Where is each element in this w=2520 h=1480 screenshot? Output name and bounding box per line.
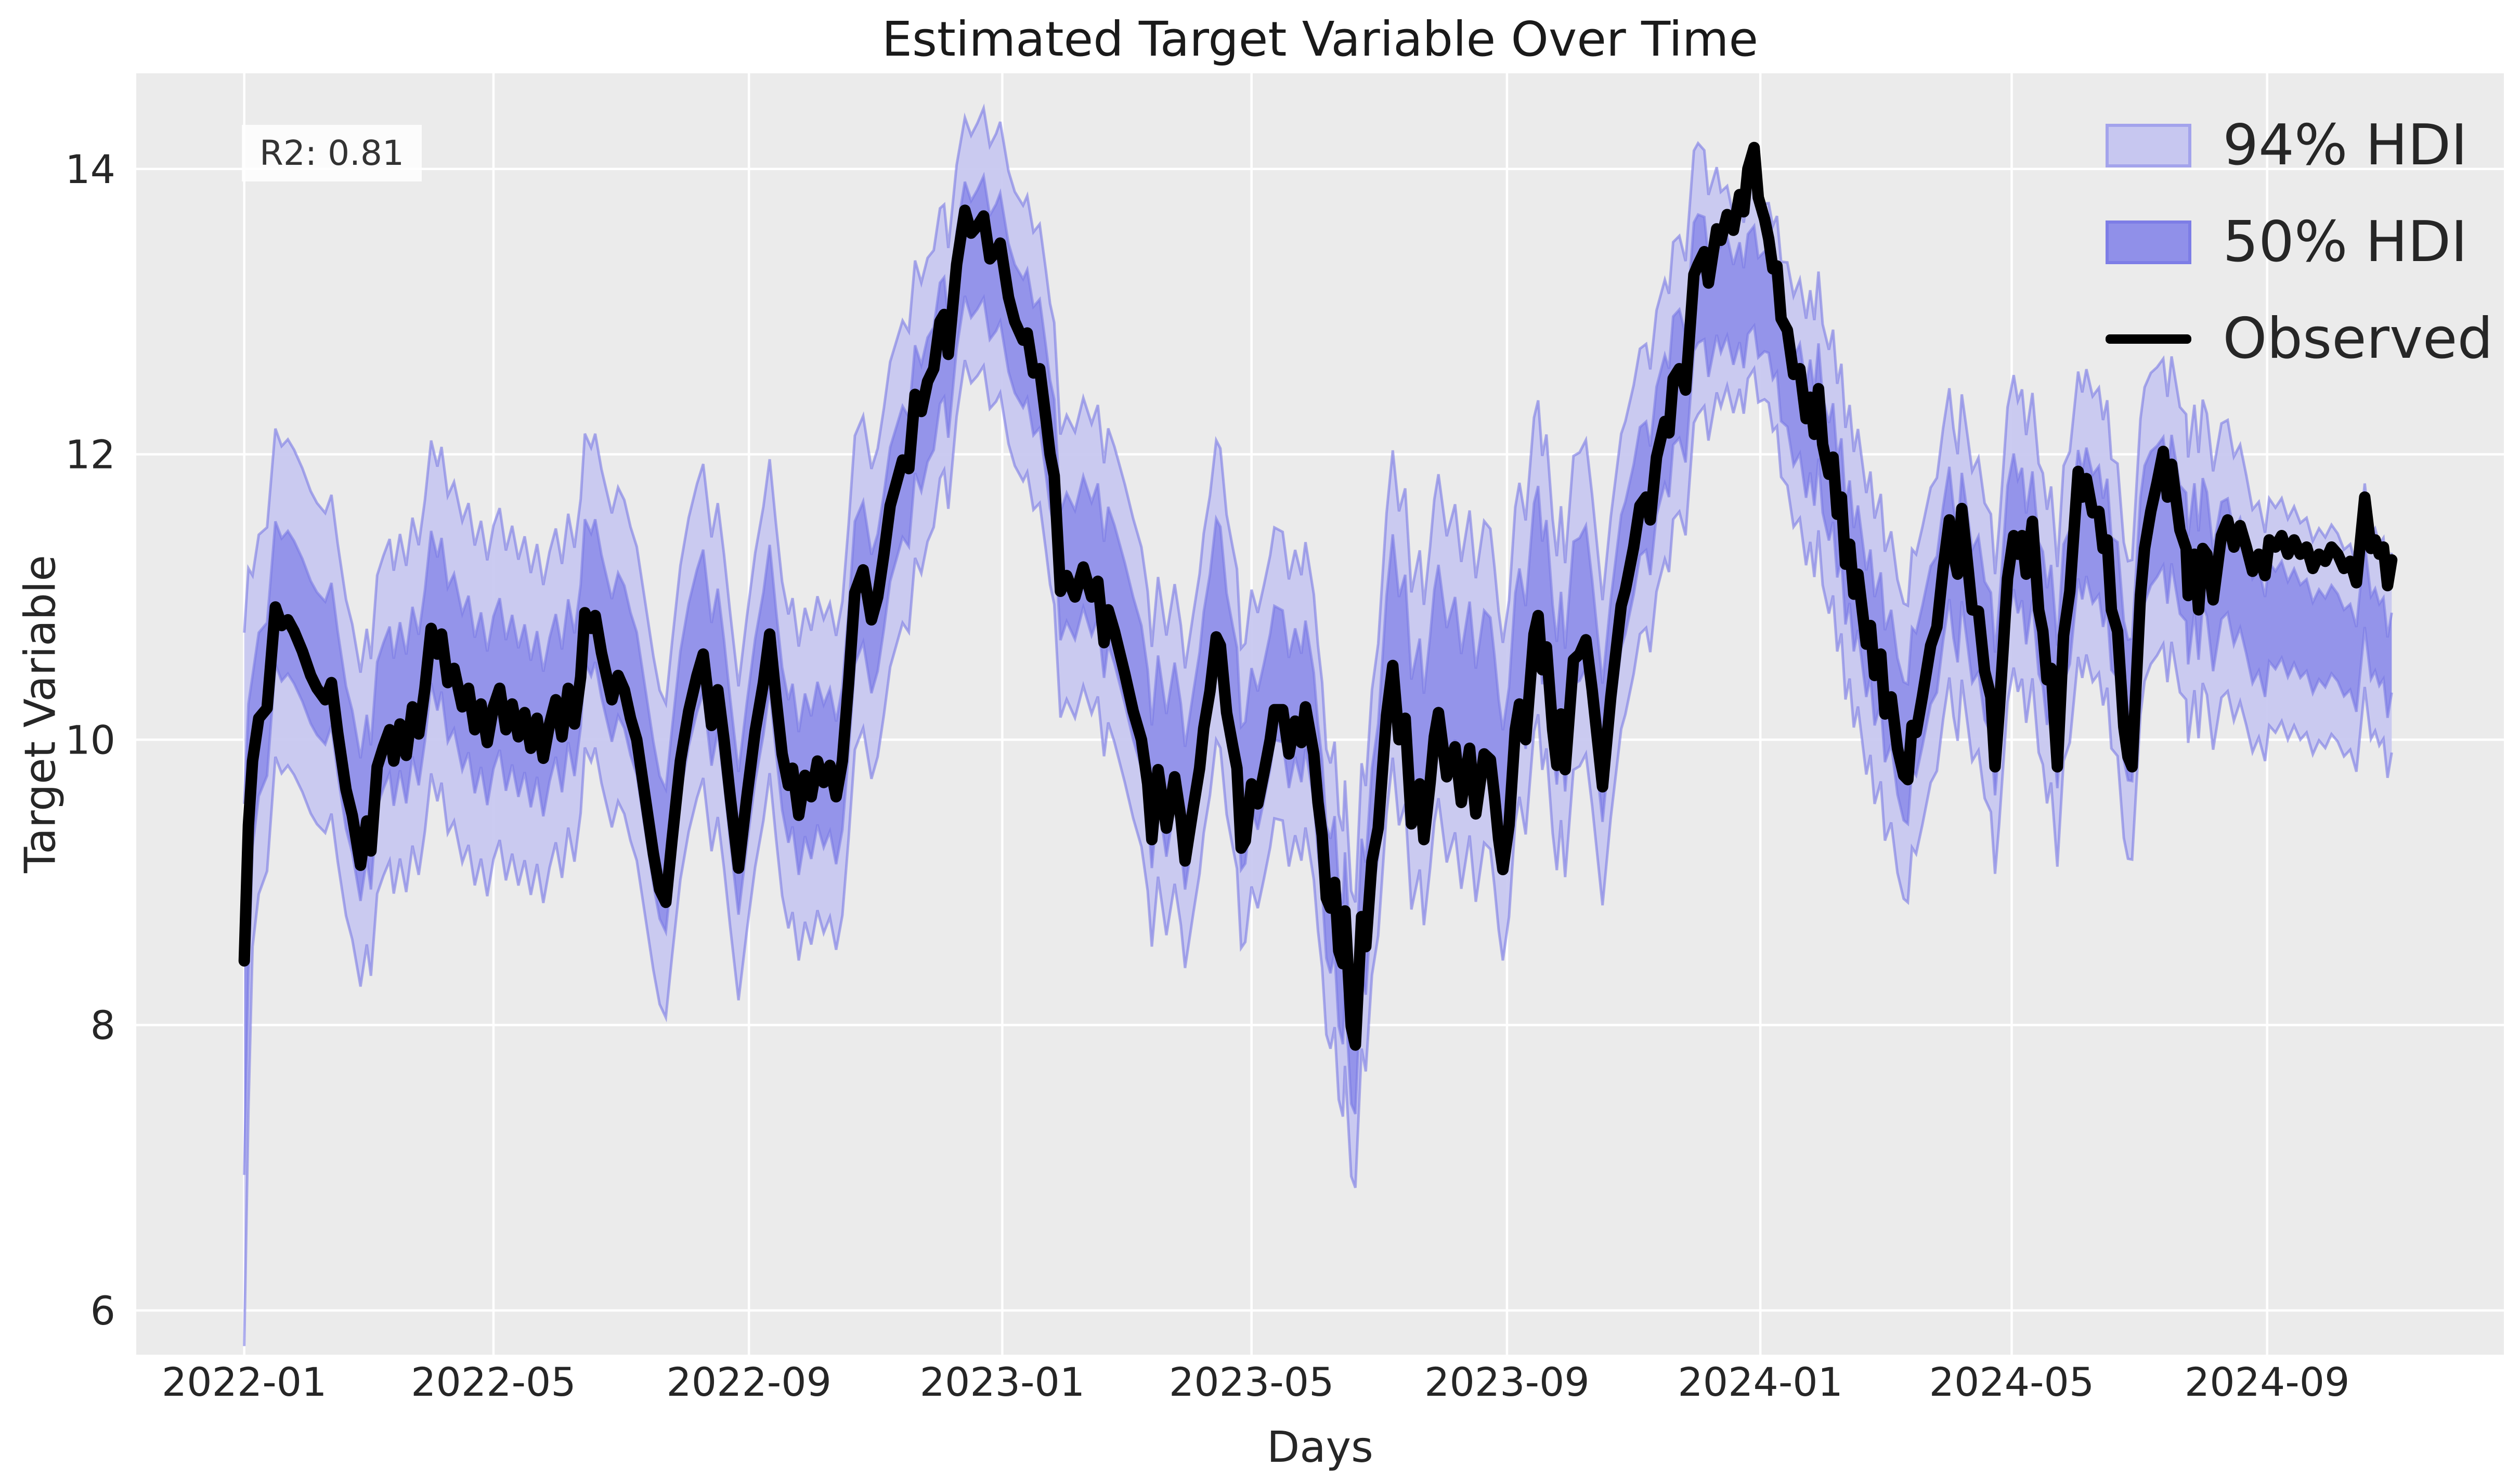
series-group — [238, 103, 2398, 1346]
x-tick-label: 2024-05 — [1929, 1359, 2095, 1405]
legend: 94% HDI 50% HDI Observed — [2106, 118, 2493, 367]
y-tick-label: 12 — [65, 432, 115, 478]
chart-title: Estimated Target Variable Over Time — [881, 11, 1759, 67]
legend-label: 50% HDI — [2223, 210, 2468, 275]
y-tick-label: 14 — [65, 146, 115, 192]
r2-annotation: R2: 0.81 — [242, 125, 422, 181]
observed-line — [238, 141, 2398, 1051]
x-axis-label: Days — [1267, 1423, 1373, 1472]
legend-swatch-observed-line-icon — [2106, 334, 2192, 344]
legend-label: Observed — [2223, 306, 2493, 371]
y-axis-label: Target Variable — [16, 555, 66, 873]
hdi-94-lower-edge — [243, 359, 2393, 1346]
x-tick-label: 2023-09 — [1424, 1359, 1590, 1405]
x-tick-label: 2022-01 — [162, 1359, 327, 1405]
y-tick-label: 8 — [90, 1002, 115, 1048]
y-tick-label: 6 — [90, 1288, 115, 1334]
x-tick-label: 2024-09 — [2185, 1359, 2350, 1405]
legend-item-50-hdi: 50% HDI — [2106, 214, 2493, 270]
legend-swatch-50-hdi-icon — [2106, 220, 2192, 264]
x-tick-label: 2022-05 — [411, 1359, 576, 1405]
x-tick-label: 2022-09 — [666, 1359, 832, 1405]
hdi-50-upper-edge — [243, 172, 2393, 977]
x-tick-label: 2023-01 — [920, 1359, 1085, 1405]
legend-swatch-94-hdi-icon — [2106, 124, 2192, 167]
y-tick-label: 10 — [65, 717, 115, 763]
hdi-94-upper-edge — [243, 103, 2393, 903]
legend-item-observed: Observed — [2106, 311, 2493, 367]
x-tick-label: 2023-05 — [1169, 1359, 1334, 1405]
x-tick-label: 2024-01 — [1678, 1359, 1843, 1405]
legend-item-94-hdi: 94% HDI — [2106, 118, 2493, 174]
legend-label: 94% HDI — [2223, 113, 2468, 178]
